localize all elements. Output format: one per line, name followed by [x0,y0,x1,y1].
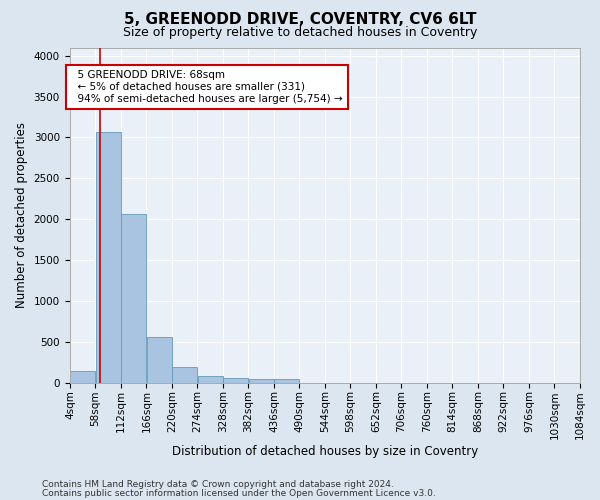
Y-axis label: Number of detached properties: Number of detached properties [15,122,28,308]
Bar [172,366,197,382]
Bar [274,378,299,382]
Text: 5 GREENODD DRIVE: 68sqm
  ← 5% of detached houses are smaller (331)
  94% of sem: 5 GREENODD DRIVE: 68sqm ← 5% of detached… [71,70,343,104]
Bar [121,214,146,382]
Bar [248,379,274,382]
Bar [95,132,121,382]
Bar [197,376,223,382]
Text: Contains HM Land Registry data © Crown copyright and database right 2024.: Contains HM Land Registry data © Crown c… [42,480,394,489]
Bar [146,337,172,382]
Text: Contains public sector information licensed under the Open Government Licence v3: Contains public sector information licen… [42,488,436,498]
Text: Size of property relative to detached houses in Coventry: Size of property relative to detached ho… [123,26,477,39]
X-axis label: Distribution of detached houses by size in Coventry: Distribution of detached houses by size … [172,444,478,458]
Bar [223,378,248,382]
Text: 5, GREENODD DRIVE, COVENTRY, CV6 6LT: 5, GREENODD DRIVE, COVENTRY, CV6 6LT [124,12,476,28]
Bar [70,371,95,382]
